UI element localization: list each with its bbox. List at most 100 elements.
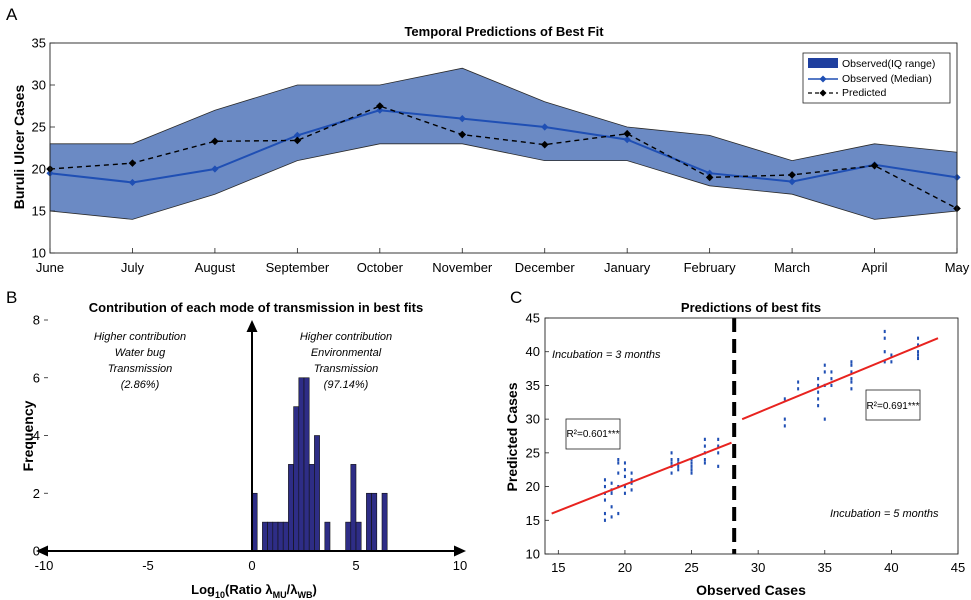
legend-label-predicted: Predicted (842, 87, 887, 99)
x-tick-label: April (862, 260, 888, 275)
scatter-point (783, 424, 786, 428)
panel-b: B Contribution of each mode of transmiss… (6, 288, 467, 600)
scatter-point (690, 461, 693, 465)
scatter-point (850, 360, 853, 364)
x-tick-label: 0 (248, 558, 255, 573)
scatter-point (917, 353, 920, 357)
x-tick-label: September (266, 260, 330, 275)
x-tick-label: August (195, 260, 236, 275)
scatter-point (703, 444, 706, 448)
scatter-point (850, 387, 853, 391)
r2-left-box (565, 418, 621, 450)
annot-right-1: Higher contribution (300, 331, 392, 343)
scatter-point (623, 461, 626, 465)
panel-a-legend: Observed(IQ range) Observed (Median) Pre… (802, 52, 951, 104)
annot-right-3: Transmission (314, 363, 379, 375)
x-tick-label: -5 (142, 558, 154, 573)
scatter-point (610, 491, 613, 495)
histogram-bar (350, 464, 357, 552)
scatter-point (883, 336, 886, 340)
panel-a-title: Temporal Predictions of Best Fit (404, 24, 604, 39)
scatter-point (717, 464, 720, 468)
scatter-point (830, 377, 833, 381)
legend-label-band: Observed(IQ range) (842, 58, 935, 70)
histogram-bar (272, 521, 279, 552)
scatter-point (677, 464, 680, 468)
scatter-point (823, 363, 826, 367)
scatter-point (717, 444, 720, 448)
legend-marker-predicted (819, 89, 827, 97)
histogram-bar (324, 521, 331, 552)
scatter-point (883, 329, 886, 334)
r2-right-box (865, 389, 921, 421)
y-tick-label: 40 (526, 344, 540, 359)
histogram-bar (282, 521, 289, 552)
scatter-point (623, 484, 626, 489)
panel-b-annotation-right: Higher contribution Environmental Transm… (300, 331, 392, 391)
scatter-point (917, 356, 920, 361)
y-tick-label: 10 (32, 246, 46, 261)
annot-incubation-3: Incubation = 3 months (552, 349, 661, 361)
panel-b-letter: B (6, 288, 17, 307)
x-tick-label: 25 (684, 560, 698, 575)
scatter-point (850, 377, 853, 381)
y-tick-label: 45 (526, 311, 540, 326)
x-tick-label: June (36, 260, 64, 275)
scatter-point (850, 380, 853, 384)
panel-c-axes-box (544, 317, 959, 555)
scatter-point (630, 481, 633, 485)
fit-line-2 (741, 337, 939, 421)
scatter-point (830, 383, 833, 388)
scatter-point (623, 474, 626, 479)
scatter-point (603, 518, 606, 522)
histogram-bar (381, 492, 388, 552)
scatter-point (717, 451, 720, 455)
scatter-point (610, 515, 613, 519)
series-0-point (128, 178, 137, 187)
x-tick-label: 5 (352, 558, 359, 573)
annot-right-2: Environmental (311, 347, 382, 359)
scatter-point (630, 488, 633, 492)
scatter-point (630, 478, 633, 482)
scatter-point (690, 468, 693, 472)
y-tick-label: 4 (33, 428, 40, 443)
panel-c-xlabel: Observed Cases (696, 582, 806, 598)
panel-a-ylabel: Buruli Ulcer Cases (11, 85, 27, 210)
x-tick-label: 45 (951, 560, 965, 575)
y-tick-label: 15 (526, 513, 540, 528)
y-tick-label: 2 (33, 486, 40, 501)
scatter-point (623, 468, 626, 472)
scatter-point (603, 484, 606, 489)
histogram-bar (371, 492, 378, 552)
x-tick-label: March (774, 260, 810, 275)
x-tick-label: 35 (818, 560, 832, 575)
scatter-point (670, 451, 673, 455)
scatter-point (817, 383, 820, 388)
panel-c-letter: C (510, 288, 522, 307)
y-tick-label: 30 (526, 412, 540, 427)
x-tick-label: December (515, 260, 576, 275)
series-1-point (128, 159, 137, 167)
scatter-point (817, 390, 820, 394)
scatter-point (670, 461, 673, 465)
scatter-point (883, 350, 886, 354)
series-line-1 (49, 105, 958, 210)
series-1-point (293, 136, 302, 145)
scatter-point (823, 370, 826, 374)
series-1-point (540, 140, 549, 149)
scatter-point (603, 478, 606, 482)
series-1-point (376, 102, 384, 110)
scatter-point (817, 404, 820, 408)
scatter-point (670, 471, 673, 475)
series-line-0 (49, 109, 958, 184)
panel-c-ticks-layer: 10 15 20 25 30 35 40 45 15 20 25 30 35 40 45 (526, 311, 966, 576)
scatter-point (830, 370, 833, 374)
series-0-point (293, 131, 301, 139)
histogram-bar (298, 377, 305, 552)
panel-c: C Predictions of best fits Predicted Cas… (504, 288, 965, 598)
legend-label-median: Observed (Median) (842, 73, 932, 85)
panel-b-ylabel: Frequency (20, 400, 36, 471)
panel-b-annotation-left: Higher contribution Water bug Transmissi… (94, 331, 186, 391)
scatter-point (883, 360, 886, 364)
scatter-point (623, 491, 626, 495)
